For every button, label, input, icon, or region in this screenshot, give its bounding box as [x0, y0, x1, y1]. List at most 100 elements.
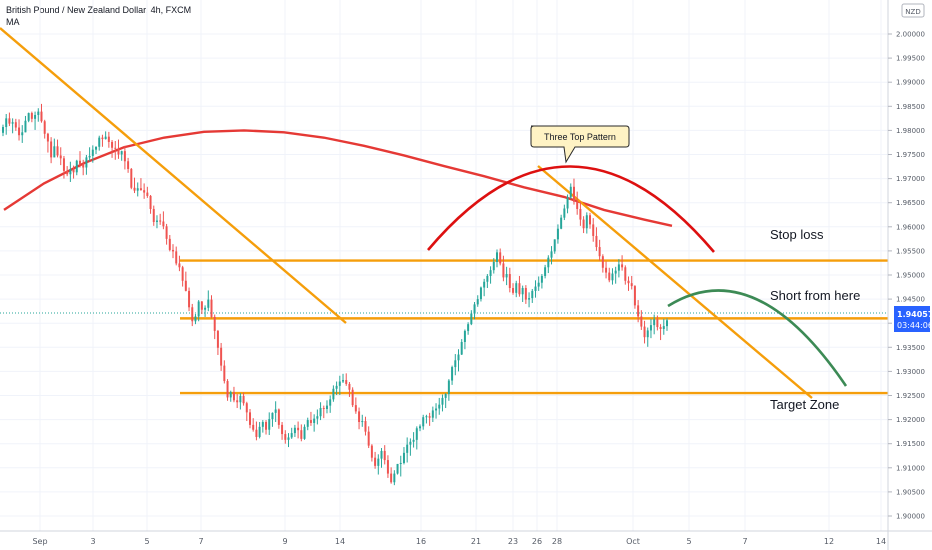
short-label[interactable]: Short from here	[770, 288, 860, 303]
bar-countdown: 03:44:06	[897, 321, 932, 330]
candle	[101, 134, 104, 147]
candle	[505, 266, 508, 286]
candle	[319, 402, 322, 421]
candle	[325, 400, 328, 414]
candle-body	[544, 267, 547, 276]
candle	[37, 108, 40, 122]
candle	[579, 201, 582, 226]
candle	[168, 234, 171, 252]
candle	[364, 416, 367, 436]
candle	[390, 467, 393, 484]
candle-body	[303, 426, 306, 439]
candle	[313, 414, 316, 432]
candle-body	[11, 122, 14, 124]
candle	[431, 406, 434, 423]
price-axis[interactable]: 1.90000 1.90500 1.91000 1.91500 1.92000 1.925…	[887, 0, 925, 550]
candle	[143, 183, 146, 199]
candle	[441, 394, 444, 412]
candle-body	[649, 325, 652, 331]
three-top-arc	[427, 165, 715, 253]
candle-body	[200, 301, 203, 310]
candle-body	[53, 146, 56, 158]
candle-body	[226, 381, 229, 398]
candle-body	[656, 319, 659, 328]
candle	[428, 412, 431, 426]
currency-label: NZD	[905, 8, 920, 16]
projection-arc	[667, 289, 848, 387]
candle-body	[37, 111, 40, 115]
candle-body	[220, 347, 223, 366]
stop-loss-label[interactable]: Stop loss	[770, 227, 824, 242]
candle-body	[627, 280, 630, 284]
y-tick-label: 1.98500	[896, 103, 925, 111]
x-tick-label: 16	[416, 537, 426, 546]
candle	[290, 427, 293, 439]
candle	[268, 412, 271, 436]
candle-body	[293, 427, 296, 434]
candle-body	[184, 280, 187, 291]
candle	[149, 194, 152, 214]
time-axis[interactable]: Sep 3 5 7 9 14 16 21 23 26 28 Oct 5 7 12 14	[0, 530, 932, 546]
candle-body	[351, 389, 354, 406]
candle-body	[617, 264, 620, 271]
candle-body	[146, 192, 149, 196]
candle-body	[335, 385, 338, 389]
candle	[656, 315, 659, 331]
candle	[438, 397, 441, 415]
three-top-callout[interactable]: Three Top Pattern	[530, 125, 630, 164]
candle	[293, 424, 296, 437]
candle-body	[528, 298, 531, 300]
candle	[457, 349, 460, 372]
candle	[351, 387, 354, 408]
candle-body	[287, 437, 290, 440]
candle	[213, 314, 216, 340]
y-tick-label: 1.93000	[896, 368, 925, 376]
candle-body	[444, 394, 447, 398]
candle	[489, 266, 492, 284]
candle-body	[524, 288, 527, 300]
symbol-title[interactable]: British Pound / New Zealand Dollar, 4h, …	[6, 5, 192, 15]
candle-body	[569, 186, 572, 198]
candle-body	[585, 215, 588, 229]
candle-body	[306, 420, 309, 427]
candle-body	[261, 422, 264, 427]
candle	[399, 455, 402, 477]
candle-body	[643, 326, 646, 338]
candle	[463, 329, 466, 350]
candle-body	[399, 462, 402, 464]
candle	[281, 422, 284, 440]
candle-body	[508, 274, 511, 289]
target-zone-label[interactable]: Target Zone	[770, 397, 839, 412]
candle	[43, 119, 46, 139]
candle-body	[213, 316, 216, 331]
candle	[406, 437, 409, 463]
y-tick-label: 1.92500	[896, 392, 925, 400]
candle	[104, 131, 107, 140]
candle	[518, 275, 521, 297]
candle-body	[415, 428, 418, 440]
candle	[486, 274, 489, 289]
candle-body	[621, 264, 624, 268]
candle	[120, 150, 123, 161]
candle-body	[66, 170, 69, 175]
candle-body	[589, 215, 592, 225]
candle-body	[560, 217, 563, 229]
candle-body	[143, 190, 146, 193]
candle-body	[216, 330, 219, 348]
candle-body	[547, 257, 550, 268]
candle	[614, 266, 617, 284]
y-tick-label: 1.91000	[896, 464, 925, 472]
candle	[114, 141, 117, 160]
candle	[608, 267, 611, 283]
candle-body	[402, 452, 405, 463]
candle	[476, 295, 479, 307]
candle-body	[191, 307, 194, 322]
last-price: 1.94057	[897, 310, 932, 319]
indicator-label[interactable]: MA	[6, 17, 20, 27]
candle	[646, 327, 649, 347]
candle-body	[194, 316, 197, 322]
candle	[274, 401, 277, 423]
candle-body	[30, 113, 33, 119]
candle-body	[5, 118, 8, 128]
